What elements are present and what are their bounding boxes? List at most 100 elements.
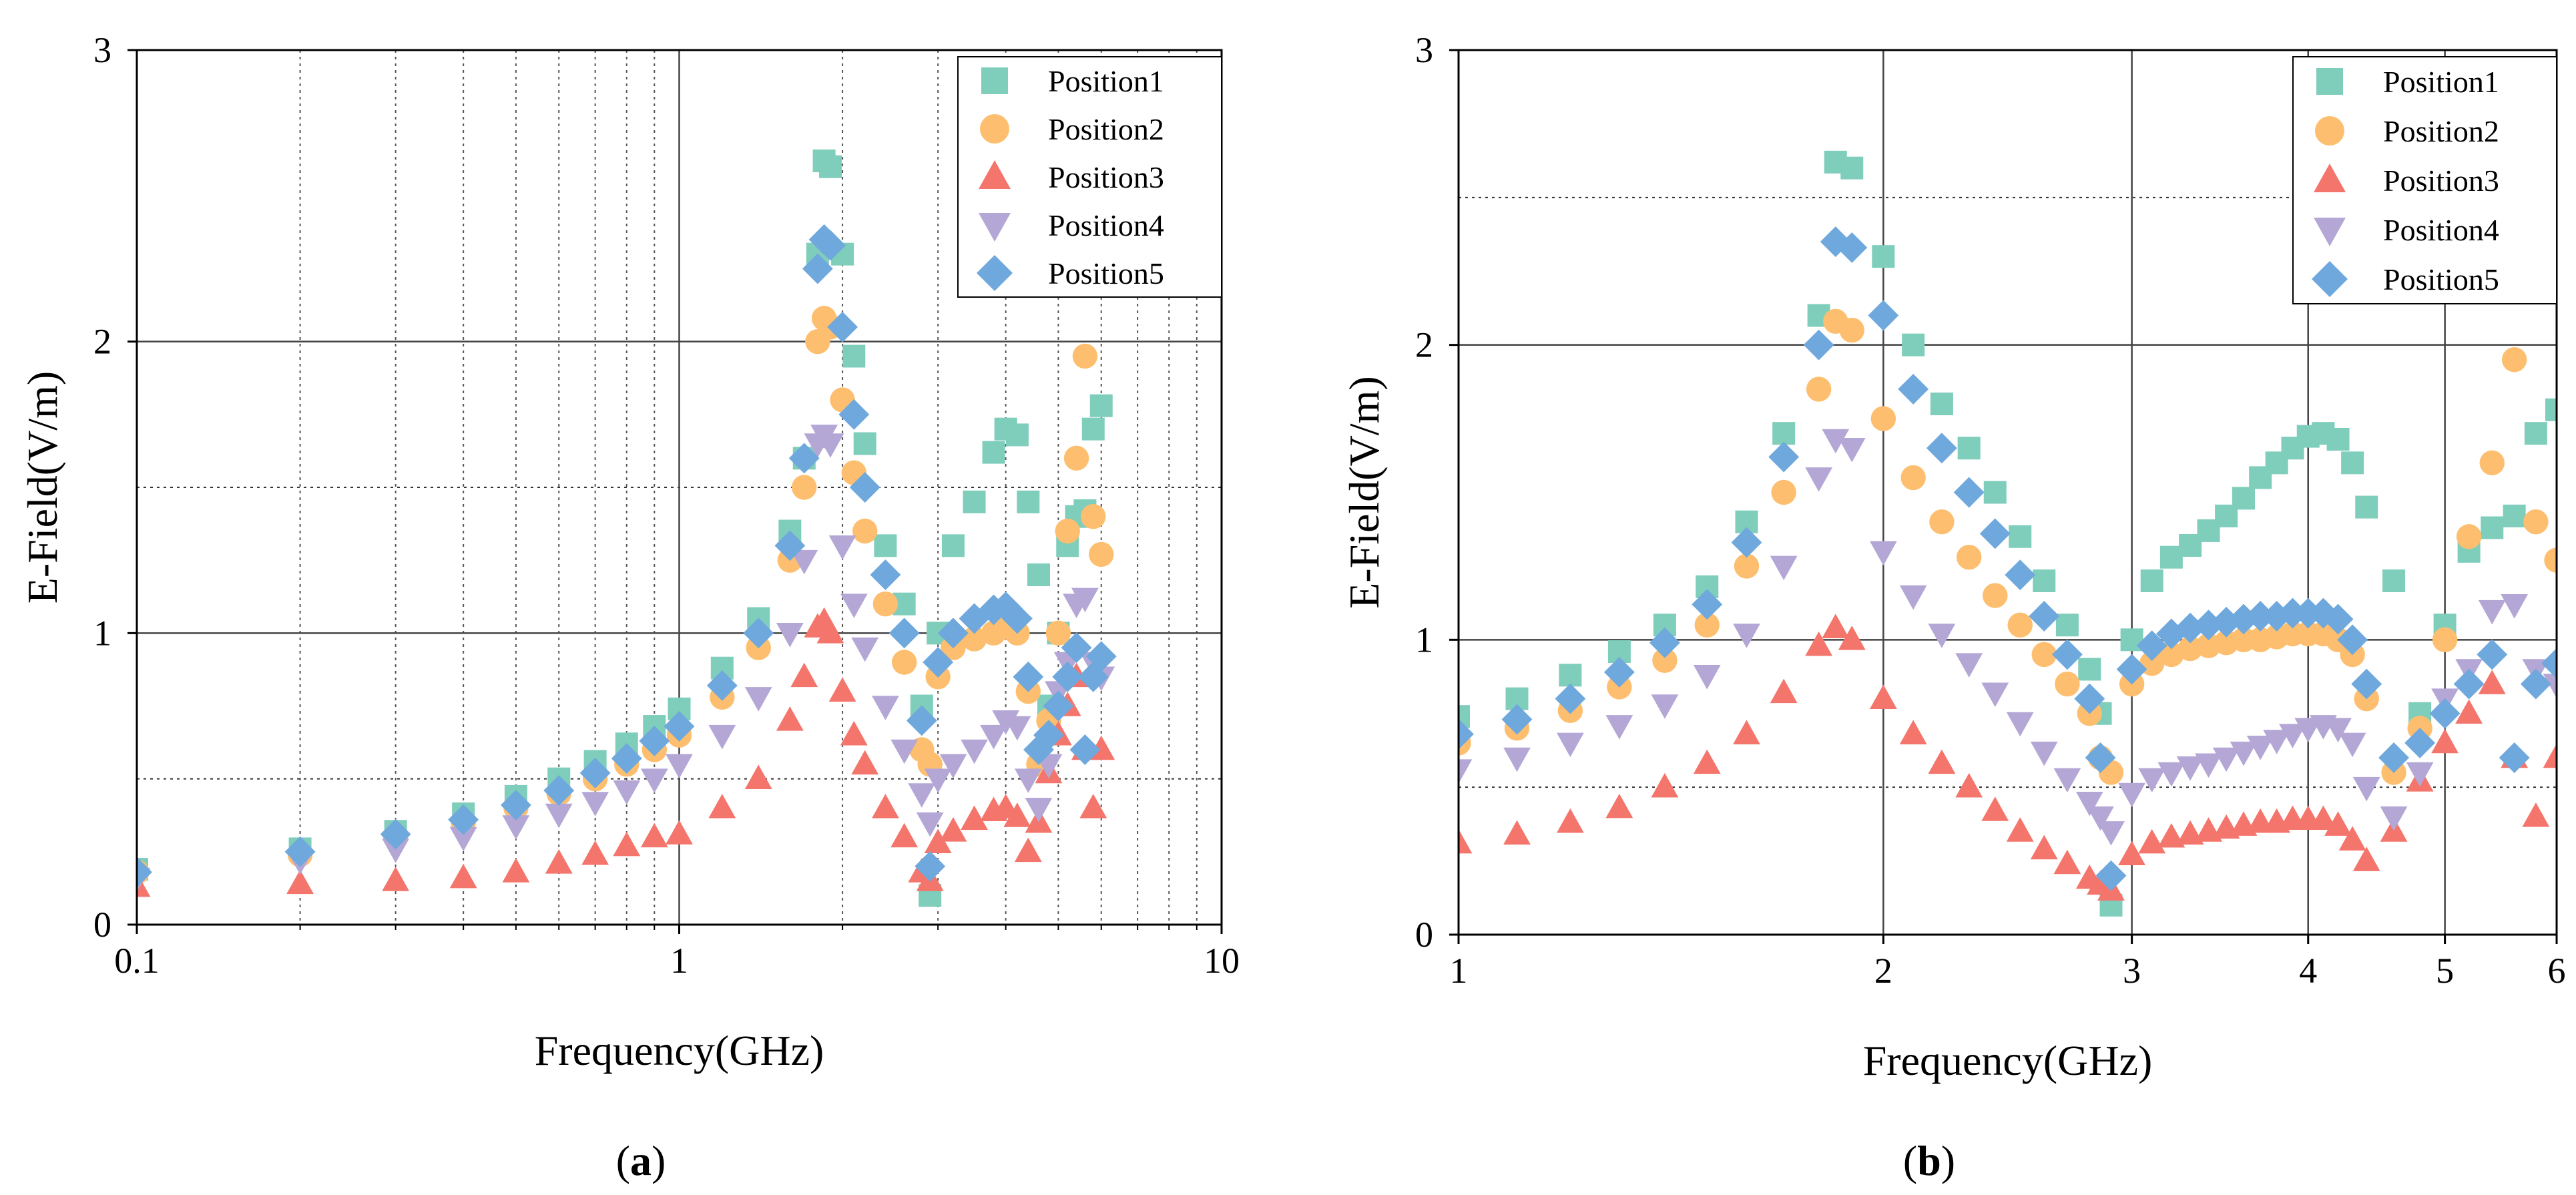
data-point-position3 <box>545 849 573 874</box>
data-point-position5 <box>815 230 846 261</box>
caption-b: (b) <box>1903 1137 1955 1184</box>
data-point-position5 <box>2116 654 2147 685</box>
data-point-position1 <box>1559 664 1582 687</box>
data-point-position4 <box>449 826 477 852</box>
data-point-position5 <box>1061 632 1092 664</box>
data-point-position4 <box>2118 782 2146 808</box>
data-point-position5 <box>284 836 316 867</box>
data-point-position1 <box>1983 481 2007 504</box>
legend-marker-position3 <box>979 160 1011 189</box>
data-point-position5 <box>2378 742 2410 773</box>
data-point-position4 <box>2380 806 2408 831</box>
data-point-position3 <box>1838 626 1866 650</box>
data-point-position2 <box>2177 636 2203 662</box>
data-point-position5 <box>2337 624 2368 656</box>
y-tick-label: 0 <box>93 905 111 945</box>
data-point-position1 <box>818 155 842 178</box>
plot-frame-b <box>1457 49 2558 936</box>
data-point-position4 <box>1556 732 1584 758</box>
data-point-position2 <box>1694 612 1720 638</box>
legend-a: Position1 Position2 Position3 Position4 Posi… <box>957 56 1222 298</box>
data-point-position2 <box>891 650 917 675</box>
data-point-position4 <box>1770 555 1798 581</box>
data-point-position5 <box>2136 630 2167 662</box>
data-point-position4 <box>2097 821 2125 846</box>
data-point-position5 <box>838 399 870 430</box>
y-tick-label: 0 <box>1415 915 1433 955</box>
data-point-position1 <box>1027 563 1050 586</box>
data-point-position5 <box>639 725 670 756</box>
data-point-position3 <box>286 869 314 895</box>
data-point-position5 <box>1085 641 1117 672</box>
data-point-position4 <box>1014 768 1042 793</box>
data-point-position4 <box>613 780 641 805</box>
data-point-position3 <box>449 863 477 889</box>
data-point-position4 <box>1955 653 1983 678</box>
data-point-position5 <box>870 559 901 590</box>
legend-label-position4: Position4 <box>1048 208 1164 242</box>
data-point-position3 <box>1079 794 1107 818</box>
data-point-position3 <box>828 677 856 702</box>
legend-label-position1: Position1 <box>2383 65 2499 99</box>
legend-marker-position2 <box>980 114 1009 144</box>
data-point-position1 <box>2033 569 2056 592</box>
legend-marker-position1 <box>981 67 1008 94</box>
data-point-position2 <box>1870 406 1896 431</box>
data-point-position5 <box>2228 604 2259 635</box>
data-point-position2 <box>872 591 898 617</box>
data-point-position5 <box>1803 329 1834 361</box>
data-point-position2 <box>2501 347 2527 373</box>
data-point-position4 <box>708 724 736 750</box>
data-point-position4 <box>1693 665 1721 690</box>
data-point-position3 <box>1928 749 1956 774</box>
data-point-position5 <box>2477 639 2508 670</box>
data-point-position5 <box>1501 704 1533 735</box>
data-point-position4 <box>980 724 1007 750</box>
legend-marker-position5 <box>977 255 1013 291</box>
data-point-position5 <box>2453 668 2485 700</box>
data-point-position1 <box>853 432 876 455</box>
data-point-position4 <box>2338 732 2366 758</box>
data-point-position4 <box>581 792 609 816</box>
data-point-position3 <box>2455 699 2483 724</box>
data-point-position4 <box>2176 756 2204 781</box>
y-tick-label: 1 <box>93 613 111 653</box>
data-point-position4 <box>502 815 530 840</box>
data-point-position5 <box>1692 589 1723 620</box>
data-point-position5 <box>664 711 695 742</box>
data-point-position1 <box>2055 614 2079 637</box>
data-point-position5 <box>2404 727 2436 758</box>
x-tick-label: 0.1 <box>114 941 160 981</box>
data-point-position5 <box>743 618 774 649</box>
data-point-position4 <box>640 768 668 793</box>
data-point-position4 <box>1805 467 1833 492</box>
data-point-position4 <box>666 754 693 779</box>
x-tick-label: 6 <box>2548 951 2566 991</box>
data-point-position2 <box>1771 479 1796 505</box>
data-point-position5 <box>2499 742 2530 773</box>
data-point-position5 <box>1023 734 1054 765</box>
data-point-position5 <box>1043 690 1074 722</box>
data-point-position5 <box>1768 441 1800 473</box>
data-point-position5 <box>990 591 1021 622</box>
data-point-position1 <box>2078 658 2101 681</box>
data-point-position3 <box>666 820 693 845</box>
data-point-position2 <box>1900 465 1926 491</box>
data-point-position3 <box>1805 631 1833 656</box>
data-point-position2 <box>2479 450 2505 476</box>
data-point-position3 <box>1981 796 2009 821</box>
data-point-position1 <box>1840 156 1864 180</box>
data-point-position5 <box>2261 601 2292 632</box>
data-point-position5 <box>2095 860 2127 891</box>
data-point-position1 <box>1089 394 1113 417</box>
data-point-position2 <box>1055 518 1080 544</box>
data-point-position2 <box>1929 509 1955 535</box>
data-point-position3 <box>2324 811 2352 836</box>
data-point-position3 <box>2118 841 2146 866</box>
data-point-position3 <box>961 805 988 830</box>
data-point-position5 <box>923 647 954 678</box>
data-point-position2 <box>1652 648 1678 673</box>
data-point-position3 <box>1770 678 1798 704</box>
data-point-position2 <box>1983 583 2008 608</box>
x-tick-label: 2 <box>1874 951 1892 991</box>
